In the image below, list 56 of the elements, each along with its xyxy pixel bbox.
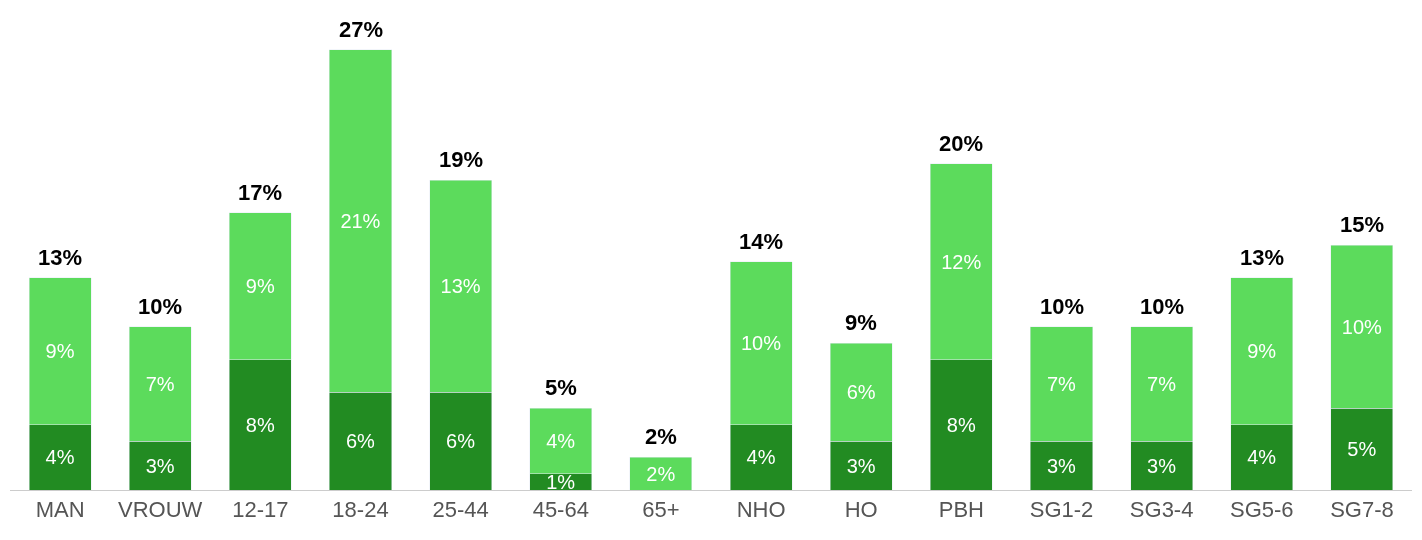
data-label: 10% bbox=[1341, 315, 1383, 338]
data-label: 3% bbox=[846, 454, 876, 477]
x-tick-label: 12-17 bbox=[232, 497, 289, 523]
bar bbox=[629, 457, 693, 490]
total-label: 13% bbox=[1240, 245, 1285, 270]
data-label: 7% bbox=[145, 372, 175, 395]
data-label: 12% bbox=[941, 250, 982, 273]
data-label: 2% bbox=[646, 462, 676, 485]
data-label: 4% bbox=[45, 446, 75, 469]
total-label: 10% bbox=[1140, 294, 1185, 319]
data-label: 3% bbox=[1046, 454, 1077, 477]
data-label: 6% bbox=[846, 381, 876, 404]
data-label: 7% bbox=[1046, 372, 1077, 395]
total-label: 9% bbox=[845, 310, 877, 335]
x-tick-label: VROUW bbox=[118, 497, 203, 523]
data-label: 7% bbox=[1147, 372, 1177, 395]
data-label: 10% bbox=[740, 332, 782, 355]
total-label: 14% bbox=[739, 229, 784, 254]
x-tick-label: MAN bbox=[35, 497, 85, 523]
x-tick-label: 45-64 bbox=[532, 497, 589, 523]
x-tick-label: SG5-6 bbox=[1229, 497, 1294, 523]
total-label: 15% bbox=[1340, 212, 1385, 237]
data-label: 4% bbox=[546, 430, 576, 453]
data-label: 3% bbox=[1147, 454, 1177, 477]
x-tick-label: SG7-8 bbox=[1330, 497, 1394, 523]
x-tick-label: SG3-4 bbox=[1129, 497, 1194, 523]
data-label: 21% bbox=[340, 209, 381, 232]
data-label: 3% bbox=[145, 454, 175, 477]
total-label: 20% bbox=[939, 131, 984, 156]
data-label: 13% bbox=[440, 275, 481, 298]
data-label: 5% bbox=[1347, 438, 1377, 461]
x-tick-label: 18-24 bbox=[332, 497, 389, 523]
total-label: 5% bbox=[545, 375, 577, 400]
total-label: 17% bbox=[238, 180, 283, 205]
x-tick-label: 25-44 bbox=[432, 497, 489, 523]
data-label: 6% bbox=[345, 430, 376, 453]
data-label: 9% bbox=[45, 340, 75, 363]
data-label: 6% bbox=[446, 430, 476, 453]
total-label: 10% bbox=[138, 294, 183, 319]
data-label: 4% bbox=[1247, 446, 1277, 469]
x-tick-label: SG1-2 bbox=[1029, 497, 1094, 523]
data-label: 4% bbox=[746, 446, 776, 469]
data-label: 9% bbox=[1247, 340, 1277, 363]
x-tick-label: NHO bbox=[736, 497, 786, 523]
total-label: 13% bbox=[38, 245, 83, 270]
data-label: 8% bbox=[245, 413, 275, 436]
total-label: 2% bbox=[645, 424, 677, 449]
x-tick-label: HO bbox=[844, 497, 878, 523]
data-label: 8% bbox=[946, 413, 976, 436]
data-label: 9% bbox=[245, 275, 275, 298]
total-label: 10% bbox=[1040, 294, 1085, 319]
x-tick-label: 65+ bbox=[642, 497, 680, 523]
total-label: 19% bbox=[439, 147, 484, 172]
data-label: 1% bbox=[546, 470, 576, 493]
total-label: 27% bbox=[339, 17, 384, 42]
x-tick-label: PBH bbox=[938, 497, 984, 523]
